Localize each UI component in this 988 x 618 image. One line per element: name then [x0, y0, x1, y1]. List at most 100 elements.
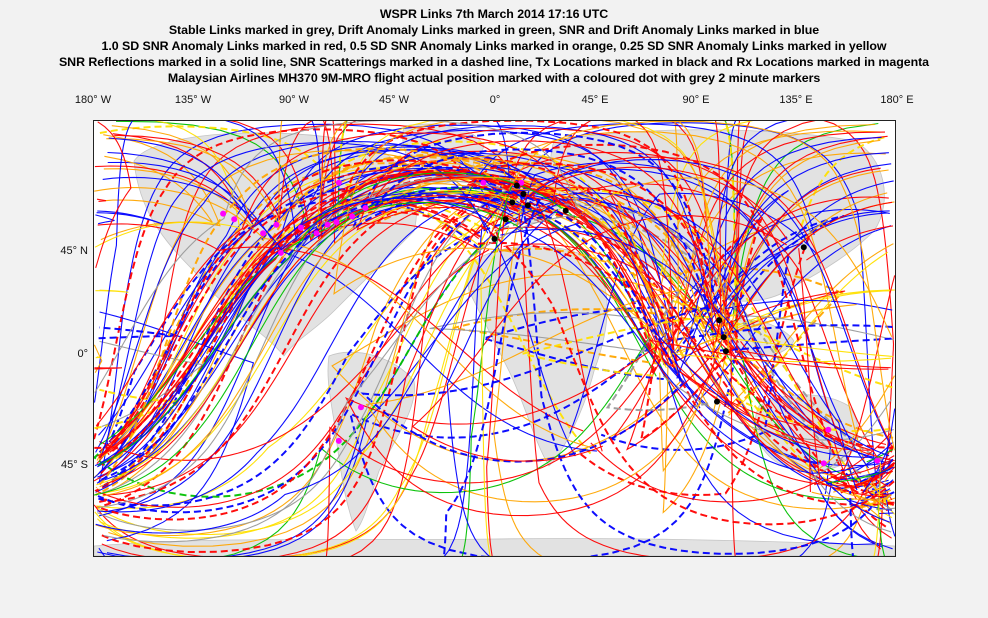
- link-path: [107, 124, 892, 365]
- link-path: [94, 339, 891, 370]
- rx-location-marker: [313, 230, 320, 237]
- title-line-2: Stable Links marked in grey, Drift Anoma…: [168, 23, 820, 37]
- link-path: [513, 156, 893, 481]
- link-path: [95, 336, 894, 363]
- rx-location-marker: [820, 460, 827, 467]
- link-path: [480, 227, 881, 556]
- link-path: [223, 339, 858, 556]
- link-path: [96, 196, 893, 349]
- rx-location-marker: [297, 224, 304, 231]
- tx-location-marker: [491, 235, 498, 242]
- tx-location-marker: [513, 182, 520, 189]
- link-path: [331, 273, 708, 462]
- link-path: [502, 121, 895, 460]
- link-path: [320, 121, 722, 364]
- tx-location-marker: [509, 199, 516, 206]
- link-path: [97, 223, 893, 432]
- link-path: [600, 256, 790, 451]
- rx-location-marker: [324, 221, 331, 228]
- link-path: [429, 312, 736, 353]
- link-path: [508, 207, 881, 487]
- link-path: [531, 166, 788, 452]
- link-path: [325, 335, 736, 556]
- rx-location-marker: [349, 213, 356, 220]
- rx-location-marker: [825, 426, 832, 433]
- link-path: [526, 159, 891, 493]
- link-path: [103, 214, 892, 543]
- lon-tick-label-45w: 45° W: [378, 94, 410, 106]
- map-frame: [93, 120, 896, 557]
- link-path: [515, 228, 875, 474]
- link-path: [95, 132, 892, 486]
- link-path: [355, 125, 709, 383]
- link-path: [443, 199, 854, 556]
- figure-title: WSPR Links 7th March 2014 17:16 UTC Stab…: [0, 6, 988, 86]
- rx-location-marker: [220, 210, 227, 217]
- lon-tick-label-135w: 135° W: [174, 94, 212, 106]
- rx-location-marker: [231, 216, 238, 223]
- link-path: [522, 314, 735, 377]
- link-path: [98, 159, 895, 487]
- markers-layer: [220, 179, 881, 467]
- rx-location-marker: [335, 437, 342, 444]
- link-path: [493, 205, 869, 556]
- link-path: [500, 228, 890, 457]
- link-path: [101, 185, 892, 556]
- link-path: [95, 203, 890, 534]
- lon-tick-label-180w: 180° W: [74, 94, 112, 106]
- rx-location-marker: [874, 457, 881, 464]
- tx-location-marker: [520, 191, 527, 197]
- tx-location-marker: [524, 202, 531, 209]
- title-line-5: Malaysian Airlines MH370 9M-MRO flight a…: [167, 71, 821, 85]
- link-path: [554, 199, 836, 492]
- link-path: [94, 211, 889, 508]
- tx-location-marker: [562, 207, 569, 214]
- link-path: [490, 164, 717, 358]
- link-path: [338, 121, 737, 351]
- link-path: [101, 169, 895, 494]
- link-path: [102, 176, 894, 452]
- link-path: [411, 215, 787, 462]
- link-path: [486, 197, 884, 556]
- rx-location-marker: [260, 230, 267, 237]
- tx-location-marker: [722, 348, 729, 355]
- link-path: [339, 121, 714, 362]
- tx-location-marker: [800, 244, 807, 251]
- link-path: [590, 248, 821, 503]
- link-path: [99, 125, 888, 455]
- lon-tick-label-135e: 135° E: [779, 94, 813, 106]
- link-path: [102, 176, 889, 500]
- tx-location-marker: [716, 317, 723, 324]
- link-path: [98, 187, 895, 521]
- title-line-3: 1.0 SD SNR Anomaly Links marked in red, …: [101, 39, 887, 53]
- link-path: [96, 210, 890, 365]
- rx-location-marker: [518, 179, 525, 186]
- lon-tick-label-45e: 45° E: [581, 94, 609, 106]
- rx-location-marker: [335, 179, 342, 186]
- link-path: [94, 241, 486, 498]
- lat-tick-label-45n: 45° N: [60, 245, 88, 257]
- lon-tick-label-180e: 180° E: [880, 94, 914, 106]
- world-map: [94, 121, 895, 556]
- rx-location-marker: [480, 179, 487, 186]
- links-layer: [94, 121, 895, 556]
- title-line-4: SNR Reflections marked in a solid line, …: [58, 55, 930, 69]
- link-path: [605, 287, 709, 412]
- link-path: [652, 216, 764, 373]
- link-path: [614, 198, 729, 362]
- link-path: [97, 172, 891, 479]
- link-path: [505, 193, 884, 498]
- tx-location-marker: [720, 334, 727, 341]
- link-path: [100, 192, 894, 476]
- link-path: [578, 198, 811, 492]
- title-line-1: WSPR Links 7th March 2014 17:16 UTC: [379, 7, 609, 21]
- link-path: [569, 192, 821, 434]
- link-path: [517, 183, 873, 555]
- link-path: [94, 128, 894, 453]
- link-path: [94, 121, 892, 480]
- rx-location-marker: [362, 205, 369, 211]
- lon-tick-label-90e: 90° E: [682, 94, 710, 106]
- link-path: [348, 344, 738, 556]
- link-path: [365, 288, 702, 503]
